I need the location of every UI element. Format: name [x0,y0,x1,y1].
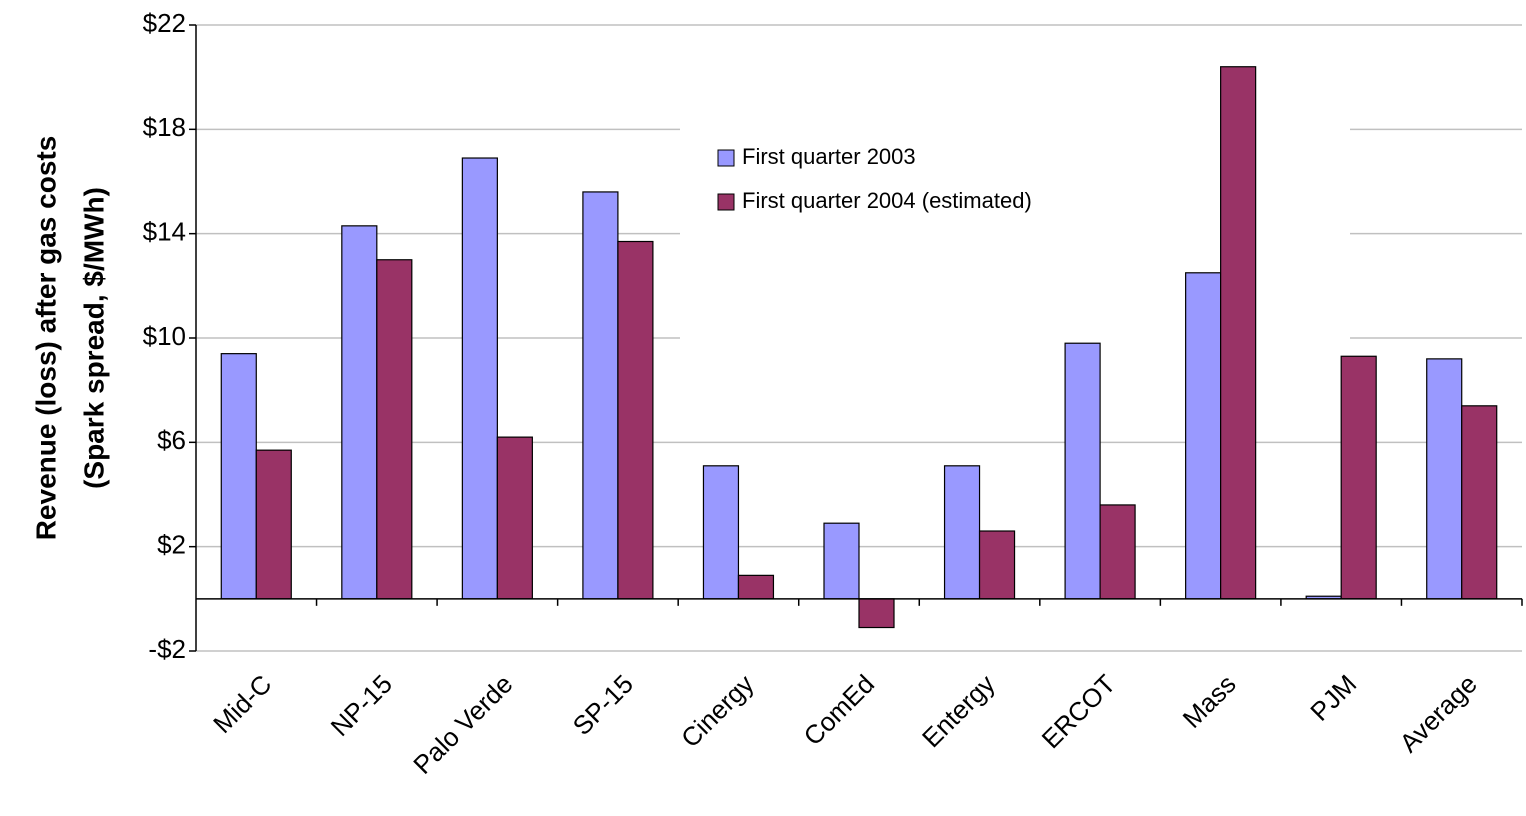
bar [1461,405,1498,600]
x-tick-label: ERCOT [1036,669,1122,755]
bar [1185,272,1222,600]
y-tick-label: $6 [157,425,186,455]
x-tick-label: Average [1393,669,1482,758]
bar [858,598,895,629]
legend-label: First quarter 2004 (estimated) [742,188,1032,213]
y-tick-label: $10 [143,321,186,351]
bar [702,465,740,600]
y-tick-label: $22 [143,8,186,38]
bar [1426,358,1463,600]
bar [1340,355,1377,600]
bar [1064,342,1101,600]
bar [617,240,654,600]
x-tick-label: Palo Verde [407,669,518,780]
x-tick-label: Mid-C [207,669,277,739]
bar [1099,504,1136,600]
y-tick-label: $18 [143,112,186,142]
y-tick-label: $14 [143,217,186,247]
x-tick-label: NP-15 [325,669,398,742]
x-tick-label: PJM [1304,669,1362,727]
bar [496,436,533,600]
x-tick-label: Cinergy [675,669,760,754]
bar [582,191,619,600]
bar [220,353,257,600]
bar [823,522,860,600]
y-tick-label: $2 [157,530,186,560]
bar [255,449,292,600]
x-tick-label: ComEd [798,669,881,752]
x-tick-label: Entergy [916,669,1001,754]
legend-label: First quarter 2003 [742,144,916,169]
x-tick-label: SP-15 [567,669,639,741]
x-tick-label: Mass [1177,669,1242,734]
bar [461,157,498,600]
y-axis-title: Revenue (loss) after gas costs [30,136,61,541]
bar [341,225,378,600]
bar [1220,66,1257,600]
bar [978,530,1016,600]
bar [943,465,981,600]
bar [376,259,413,600]
bar [737,574,775,600]
y-axis-title: (Spark spread, $/MWh) [78,187,109,489]
legend-swatch [717,193,735,211]
legend-swatch [717,149,735,167]
y-tick-label: -$2 [148,634,186,664]
